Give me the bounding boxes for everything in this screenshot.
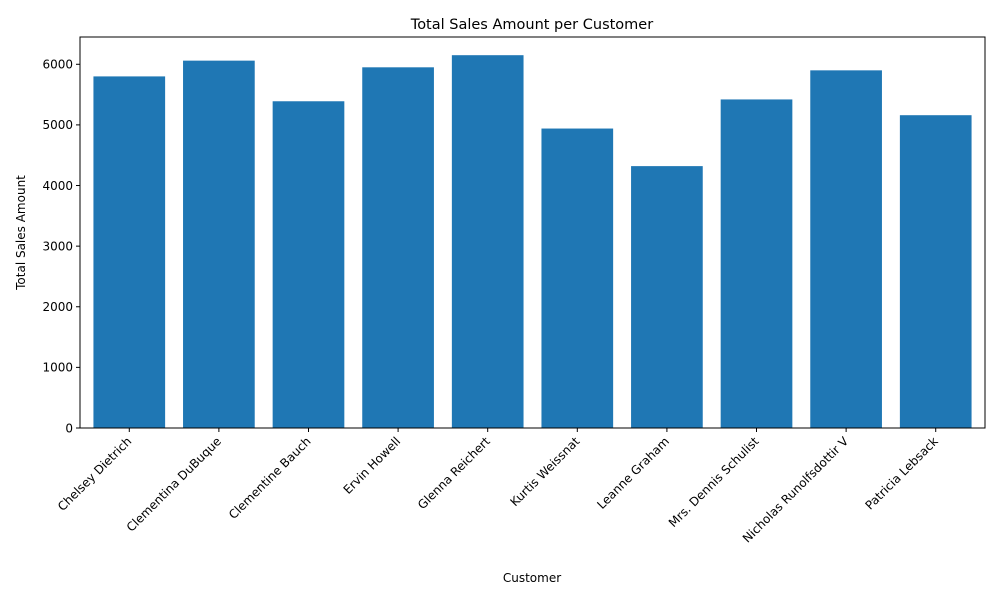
bar-nicholas-runolfsdottir-v: [810, 70, 882, 428]
x-axis-label: Customer: [503, 571, 561, 585]
y-axis-ticks: 0 1000 2000 3000 4000 5000 6000: [42, 58, 80, 435]
y-tick-label: 1000: [42, 361, 73, 375]
bar-glenna-reichert: [451, 55, 524, 428]
bar-kurtis-weissnat: [541, 128, 614, 429]
bar-clementine-bauch: [272, 101, 345, 428]
y-tick-label: 0: [65, 421, 73, 435]
bar-ervin-howell: [362, 67, 434, 428]
bar-chelsey-dietrich: [93, 76, 166, 429]
bar-clementina-dubuque: [183, 60, 255, 428]
bar-mrs-dennis-schulist: [720, 99, 793, 428]
y-tick-label: 6000: [42, 58, 73, 72]
bar-leanne-graham: [631, 166, 703, 428]
chart-title: Total Sales Amount per Customer: [410, 17, 653, 33]
axes-frame: [79, 36, 986, 429]
y-axis-label: Total Sales Amount: [14, 175, 28, 291]
y-tick-label: 3000: [42, 239, 73, 253]
bar-patricia-lebsack: [899, 115, 972, 428]
y-tick-label: 5000: [42, 118, 73, 132]
y-tick-label: 4000: [42, 179, 73, 193]
y-tick-label: 2000: [42, 300, 73, 314]
bars-group: [93, 55, 972, 429]
